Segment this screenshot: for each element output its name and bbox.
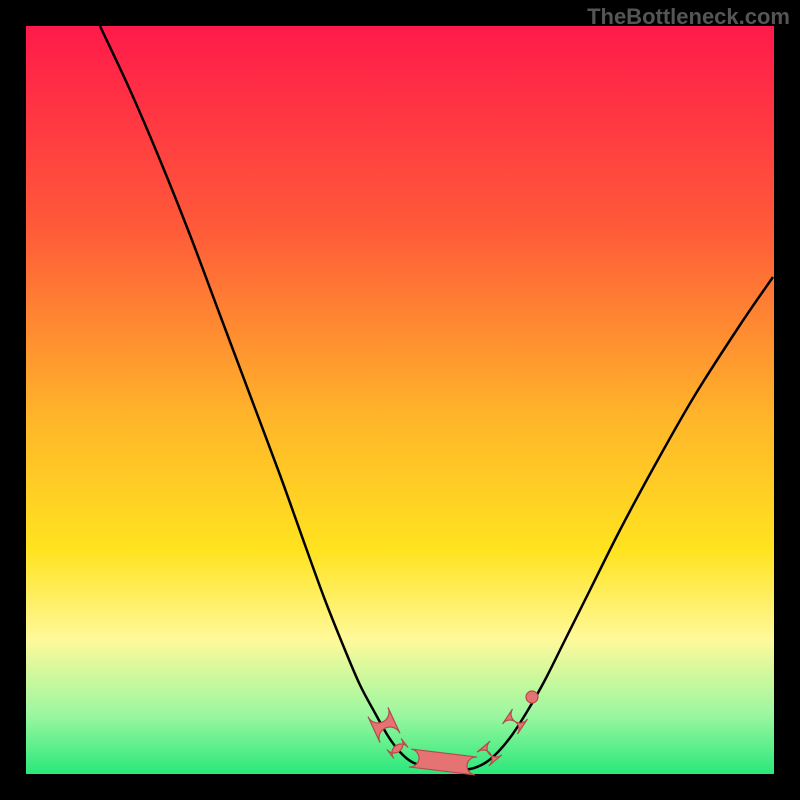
- curve-marker-dot: [526, 691, 538, 703]
- chart-svg: [0, 0, 800, 800]
- chart-frame: TheBottleneck.com: [0, 0, 800, 800]
- curve-marker-pill: [368, 707, 400, 742]
- bottleneck-curve: [100, 26, 773, 770]
- curve-marker-pill: [409, 749, 477, 775]
